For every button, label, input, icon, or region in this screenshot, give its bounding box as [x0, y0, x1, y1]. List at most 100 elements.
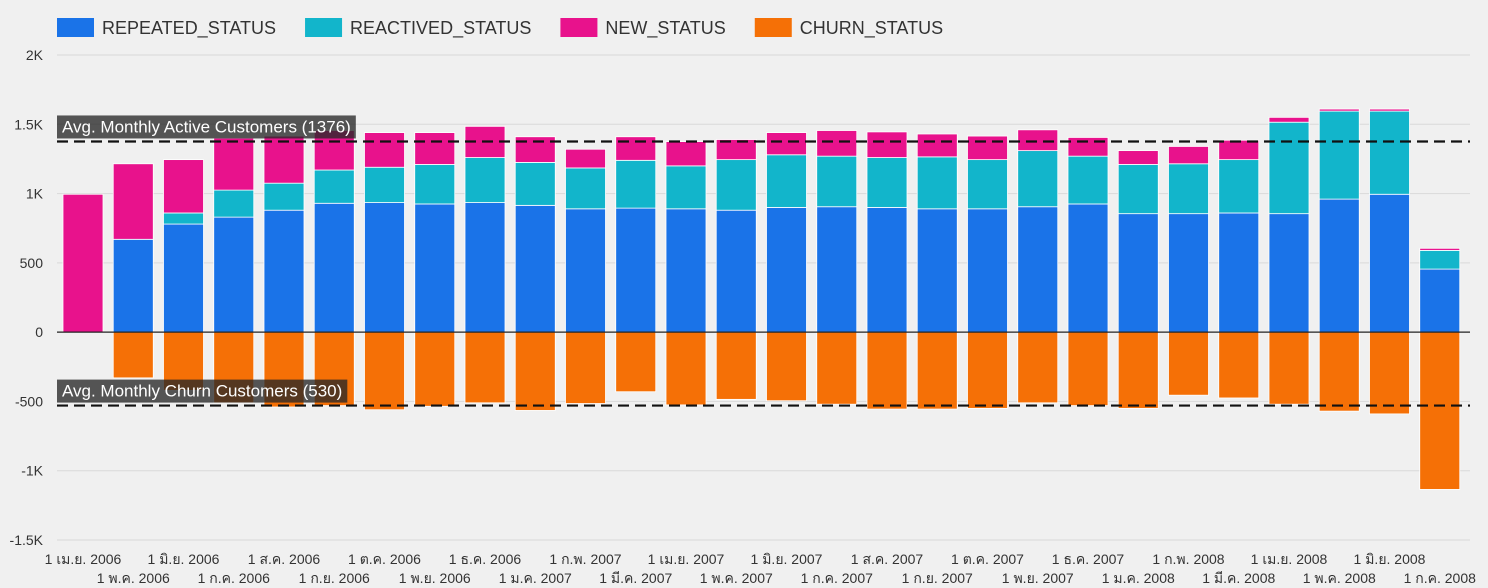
y-tick-label: 1K	[26, 186, 44, 202]
bar-churn-status	[464, 331, 506, 404]
bar-churn-status	[1218, 331, 1260, 399]
bar-new-status	[1017, 129, 1059, 152]
bar-reactived-status	[816, 155, 858, 208]
legend-label: NEW_STATUS	[605, 18, 725, 39]
bar-repeated-status	[514, 204, 556, 333]
bar-churn-status	[112, 331, 154, 379]
x-tick-label: 1 ก.พ. 2007	[549, 551, 621, 567]
bar-reactived-status	[1369, 110, 1410, 195]
x-tick-label: 1 ก.ย. 2007	[902, 570, 973, 586]
bar-reactived-status	[1067, 155, 1109, 205]
bar-repeated-status	[313, 202, 355, 333]
bar-churn-status	[615, 331, 657, 393]
bar-new-status	[1218, 139, 1260, 161]
bar-churn-status	[364, 331, 405, 411]
reference-label-background	[57, 115, 356, 139]
bar-churn-status	[766, 331, 807, 402]
legend-label: CHURN_STATUS	[800, 18, 943, 39]
bar-repeated-status	[163, 223, 204, 333]
x-tick-label: 1 มิ.ย. 2007	[751, 551, 823, 567]
bar-reactived-status	[414, 164, 456, 205]
reference-label-background	[57, 379, 348, 403]
legend-label: REPEATED_STATUS	[102, 18, 276, 39]
bar-churn-status	[565, 331, 606, 404]
bar-new-status	[766, 132, 807, 156]
bar-churn-status	[1419, 331, 1461, 490]
bar-churn-status	[514, 331, 556, 411]
bar-reactived-status	[1117, 164, 1159, 215]
bar-new-status	[414, 132, 456, 165]
bar-churn-status	[1369, 331, 1410, 415]
bar-new-status	[816, 130, 858, 157]
bar-repeated-status	[1017, 206, 1059, 333]
legend-label: REACTIVED_STATUS	[350, 18, 531, 39]
x-tick-label: 1 มี.ค. 2008	[1202, 570, 1275, 586]
x-axis-ticks: 1 เม.ย. 2006 1 พ.ค. 2006 1 มิ.ย. 2006 1 ก.ค…	[45, 551, 1476, 586]
bar-repeated-status	[1117, 213, 1159, 333]
bar-churn-status	[665, 331, 707, 406]
bar-churn-status	[1067, 331, 1109, 406]
x-tick-label: 1 เม.ย. 2008	[1251, 551, 1328, 567]
bar-repeated-status	[1168, 213, 1209, 333]
bar-churn-status	[414, 331, 456, 407]
x-tick-label: 1 ต.ค. 2006	[348, 551, 421, 567]
bar-reactived-status	[967, 159, 1008, 210]
x-tick-label: 1 พ.ค. 2008	[1303, 570, 1376, 586]
bar-churn-status	[1268, 331, 1310, 405]
bar-reactived-status	[364, 166, 405, 203]
bar-repeated-status	[1268, 213, 1310, 333]
bar-new-status	[364, 132, 405, 168]
y-tick-label: 2K	[26, 47, 44, 63]
bar-repeated-status	[1218, 212, 1260, 333]
bar-churn-status	[916, 331, 958, 410]
x-tick-label: 1 พ.ค. 2007	[700, 570, 773, 586]
x-tick-label: 1 ก.ค. 2007	[801, 570, 874, 586]
x-tick-label: 1 ก.ค. 2006	[198, 570, 271, 586]
bar-repeated-status	[1318, 198, 1360, 333]
x-tick-label: 1 ก.ค. 2008	[1404, 570, 1477, 586]
bar-reactived-status	[866, 157, 908, 208]
y-tick-label: -500	[15, 393, 43, 409]
bar-new-status	[1318, 108, 1360, 112]
legend-swatch	[560, 18, 598, 37]
bar-churn-status	[1117, 331, 1159, 409]
legend-swatch	[57, 18, 94, 37]
x-tick-label: 1 มิ.ย. 2006	[148, 551, 220, 567]
legend-swatch	[305, 18, 343, 37]
bar-repeated-status	[1369, 193, 1410, 333]
bar-reactived-status	[464, 157, 506, 203]
y-tick-label: 500	[20, 255, 44, 271]
bar-reactived-status	[1017, 150, 1059, 208]
bar-repeated-status	[414, 203, 456, 333]
bar-repeated-status	[464, 202, 506, 333]
bar-churn-status	[715, 331, 757, 400]
bar-new-status	[615, 136, 657, 161]
bar-repeated-status	[916, 208, 958, 333]
bar-new-status	[1117, 150, 1159, 165]
bar-reactived-status	[1168, 163, 1209, 215]
bar-new-status	[1268, 116, 1310, 123]
x-tick-label: 1 เม.ย. 2007	[648, 551, 725, 567]
x-tick-label: 1 พ.ย. 2007	[1002, 570, 1074, 586]
x-tick-label: 1 ธ.ค. 2007	[1052, 551, 1125, 567]
bar-repeated-status	[866, 207, 908, 333]
bar-new-status	[866, 131, 908, 158]
x-tick-label: 1 พ.ค. 2006	[97, 570, 170, 586]
bar-churn-status	[1168, 331, 1209, 396]
bar-churn-status	[866, 331, 908, 410]
x-tick-label: 1 เม.ย. 2006	[45, 551, 122, 567]
bar-new-status	[163, 159, 204, 214]
bar-reactived-status	[1268, 121, 1310, 215]
bar-reactived-status	[514, 161, 556, 206]
bar-reactived-status	[565, 167, 606, 210]
bar-reactived-status	[1218, 159, 1260, 214]
x-tick-label: 1 พ.ย. 2006	[399, 570, 471, 586]
bar-new-status	[263, 135, 305, 184]
legend: REPEATED_STATUS REACTIVED_STATUS NEW_STATU…	[57, 18, 943, 39]
legend-swatch	[754, 18, 792, 37]
x-tick-label: 1 ม.ค. 2007	[499, 570, 572, 586]
bar-new-status	[1369, 108, 1410, 112]
x-tick-label: 1 ก.ย. 2006	[299, 570, 370, 586]
